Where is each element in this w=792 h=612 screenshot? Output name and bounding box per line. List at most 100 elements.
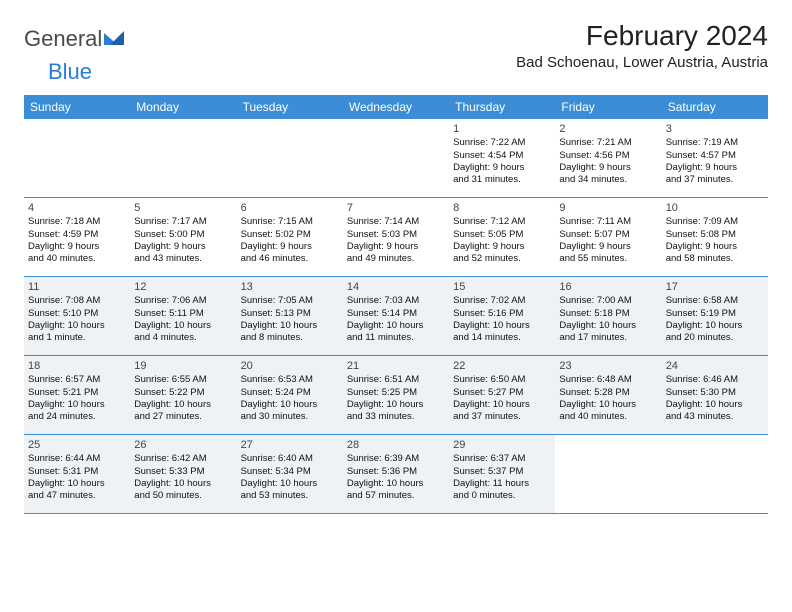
day-number: 1 <box>453 122 551 136</box>
day-info-line: Daylight: 10 hours <box>134 478 232 490</box>
day-info-line: Daylight: 10 hours <box>666 320 764 332</box>
day-info-line: Daylight: 10 hours <box>134 399 232 411</box>
day-info-line: and 37 minutes. <box>666 174 764 186</box>
brand-text-2: Blue <box>48 59 92 85</box>
day-cell: 20Sunrise: 6:53 AMSunset: 5:24 PMDayligh… <box>237 356 343 434</box>
day-info-line: Daylight: 10 hours <box>28 399 126 411</box>
day-info-line: Daylight: 10 hours <box>559 399 657 411</box>
day-number: 9 <box>559 201 657 215</box>
day-info-line: Daylight: 9 hours <box>666 241 764 253</box>
day-cell: 27Sunrise: 6:40 AMSunset: 5:34 PMDayligh… <box>237 435 343 513</box>
day-info-line: Sunrise: 7:08 AM <box>28 295 126 307</box>
day-number: 4 <box>28 201 126 215</box>
day-info-line: and 53 minutes. <box>241 490 339 502</box>
day-info-line: Daylight: 10 hours <box>241 320 339 332</box>
day-cell: 3Sunrise: 7:19 AMSunset: 4:57 PMDaylight… <box>662 119 768 197</box>
day-cell: 10Sunrise: 7:09 AMSunset: 5:08 PMDayligh… <box>662 198 768 276</box>
day-cell: 8Sunrise: 7:12 AMSunset: 5:05 PMDaylight… <box>449 198 555 276</box>
day-number: 10 <box>666 201 764 215</box>
week-row: 18Sunrise: 6:57 AMSunset: 5:21 PMDayligh… <box>24 356 768 435</box>
day-info-line: and 0 minutes. <box>453 490 551 502</box>
title-block: February 2024 Bad Schoenau, Lower Austri… <box>516 20 768 71</box>
brand-logo: General <box>24 20 126 52</box>
day-info-line: and 50 minutes. <box>134 490 232 502</box>
day-info-line: and 40 minutes. <box>28 253 126 265</box>
day-info-line: and 4 minutes. <box>134 332 232 344</box>
day-number: 23 <box>559 359 657 373</box>
day-number: 16 <box>559 280 657 294</box>
weekday-header-row: SundayMondayTuesdayWednesdayThursdayFrid… <box>24 95 768 119</box>
weekday-header-cell: Sunday <box>24 95 130 119</box>
day-info-line: Sunset: 4:59 PM <box>28 229 126 241</box>
weekday-header-cell: Monday <box>130 95 236 119</box>
day-info-line: Daylight: 10 hours <box>28 320 126 332</box>
day-cell: 7Sunrise: 7:14 AMSunset: 5:03 PMDaylight… <box>343 198 449 276</box>
day-number: 6 <box>241 201 339 215</box>
day-info-line: and 40 minutes. <box>559 411 657 423</box>
day-info-line: Sunset: 5:14 PM <box>347 308 445 320</box>
day-cell: 13Sunrise: 7:05 AMSunset: 5:13 PMDayligh… <box>237 277 343 355</box>
day-info-line: Daylight: 10 hours <box>347 478 445 490</box>
day-info-line: Sunrise: 7:15 AM <box>241 216 339 228</box>
day-info-line: Sunrise: 6:46 AM <box>666 374 764 386</box>
day-number: 19 <box>134 359 232 373</box>
day-info-line: Sunrise: 7:06 AM <box>134 295 232 307</box>
day-cell: 6Sunrise: 7:15 AMSunset: 5:02 PMDaylight… <box>237 198 343 276</box>
day-cell: 14Sunrise: 7:03 AMSunset: 5:14 PMDayligh… <box>343 277 449 355</box>
day-number: 28 <box>347 438 445 452</box>
weekday-header-cell: Saturday <box>662 95 768 119</box>
day-cell: 24Sunrise: 6:46 AMSunset: 5:30 PMDayligh… <box>662 356 768 434</box>
week-row: 11Sunrise: 7:08 AMSunset: 5:10 PMDayligh… <box>24 277 768 356</box>
empty-day-cell <box>237 119 343 197</box>
day-info-line: Sunset: 5:19 PM <box>666 308 764 320</box>
day-info-line: Daylight: 9 hours <box>241 241 339 253</box>
day-number: 25 <box>28 438 126 452</box>
day-number: 18 <box>28 359 126 373</box>
day-info-line: Daylight: 10 hours <box>241 478 339 490</box>
day-cell: 11Sunrise: 7:08 AMSunset: 5:10 PMDayligh… <box>24 277 130 355</box>
day-info-line: Sunset: 4:56 PM <box>559 150 657 162</box>
weekday-header-cell: Friday <box>555 95 661 119</box>
day-info-line: Sunrise: 6:55 AM <box>134 374 232 386</box>
weeks-container: 1Sunrise: 7:22 AMSunset: 4:54 PMDaylight… <box>24 119 768 514</box>
day-info-line: Daylight: 9 hours <box>28 241 126 253</box>
day-info-line: Sunset: 4:54 PM <box>453 150 551 162</box>
day-info-line: Daylight: 10 hours <box>28 478 126 490</box>
day-info-line: Daylight: 10 hours <box>134 320 232 332</box>
day-info-line: Sunset: 5:24 PM <box>241 387 339 399</box>
day-info-line: Sunset: 5:05 PM <box>453 229 551 241</box>
day-info-line: and 37 minutes. <box>453 411 551 423</box>
day-number: 17 <box>666 280 764 294</box>
day-info-line: and 27 minutes. <box>134 411 232 423</box>
day-info-line: and 43 minutes. <box>134 253 232 265</box>
day-info-line: Sunset: 5:28 PM <box>559 387 657 399</box>
day-info-line: and 1 minute. <box>28 332 126 344</box>
day-info-line: Sunset: 5:10 PM <box>28 308 126 320</box>
day-info-line: Daylight: 10 hours <box>666 399 764 411</box>
calendar: SundayMondayTuesdayWednesdayThursdayFrid… <box>24 95 768 514</box>
day-info-line: Sunset: 5:02 PM <box>241 229 339 241</box>
day-cell: 5Sunrise: 7:17 AMSunset: 5:00 PMDaylight… <box>130 198 236 276</box>
day-info-line: and 11 minutes. <box>347 332 445 344</box>
day-info-line: and 46 minutes. <box>241 253 339 265</box>
day-info-line: Sunset: 5:13 PM <box>241 308 339 320</box>
day-info-line: and 49 minutes. <box>347 253 445 265</box>
day-info-line: Sunrise: 6:39 AM <box>347 453 445 465</box>
day-info-line: and 17 minutes. <box>559 332 657 344</box>
day-info-line: Sunrise: 6:58 AM <box>666 295 764 307</box>
day-info-line: Sunrise: 6:40 AM <box>241 453 339 465</box>
day-info-line: Sunset: 5:08 PM <box>666 229 764 241</box>
day-info-line: and 52 minutes. <box>453 253 551 265</box>
day-info-line: Sunset: 4:57 PM <box>666 150 764 162</box>
day-info-line: and 58 minutes. <box>666 253 764 265</box>
day-info-line: Sunrise: 7:03 AM <box>347 295 445 307</box>
day-info-line: Sunset: 5:03 PM <box>347 229 445 241</box>
day-info-line: and 47 minutes. <box>28 490 126 502</box>
day-info-line: Sunrise: 7:05 AM <box>241 295 339 307</box>
day-info-line: Daylight: 10 hours <box>241 399 339 411</box>
day-info-line: Sunset: 5:30 PM <box>666 387 764 399</box>
empty-day-cell <box>24 119 130 197</box>
empty-day-cell <box>662 435 768 513</box>
week-row: 25Sunrise: 6:44 AMSunset: 5:31 PMDayligh… <box>24 435 768 514</box>
empty-day-cell <box>130 119 236 197</box>
